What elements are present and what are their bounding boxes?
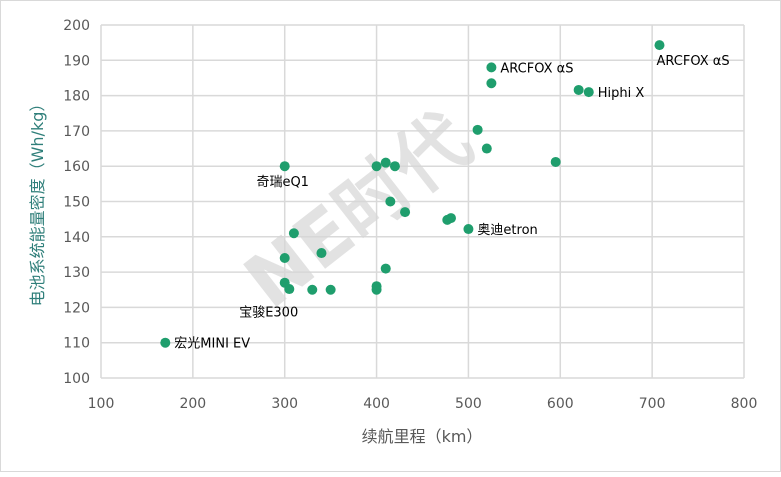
- data-point: [371, 284, 382, 295]
- x-tick-label: 300: [271, 396, 298, 412]
- data-points: [160, 40, 665, 348]
- data-point: [481, 143, 492, 154]
- data-point: [573, 84, 584, 95]
- data-labels: 宏光MINI EV 奇瑞eQ1 宝骏E300 奥迪etron ARCFOX αS Hiph…: [174, 54, 729, 352]
- data-label: 宝骏E300: [239, 306, 298, 321]
- y-tick-label: 180: [63, 89, 90, 105]
- y-tick-label: 160: [63, 159, 90, 175]
- data-point: [288, 228, 299, 239]
- x-tick-label: 100: [88, 396, 115, 412]
- data-point: [371, 161, 382, 172]
- y-tick-label: 140: [63, 230, 90, 246]
- data-label: Hiphi X: [598, 86, 645, 101]
- data-point: [654, 40, 665, 51]
- data-point: [284, 284, 295, 295]
- data-label: ARCFOX αS: [500, 61, 573, 76]
- y-tick-label: 120: [63, 300, 90, 316]
- x-tick-label: 800: [731, 396, 758, 412]
- y-axis-title: 电池系统能量密度（Wh/kg）: [28, 96, 47, 307]
- data-point: [385, 196, 396, 207]
- y-tick-label: 100: [63, 371, 90, 387]
- y-tick-label: 110: [63, 336, 90, 352]
- x-tick-label: 400: [363, 396, 390, 412]
- data-point: [486, 62, 497, 73]
- data-point: [550, 156, 561, 167]
- x-tick-label: 200: [179, 396, 206, 412]
- data-point: [160, 337, 171, 348]
- x-tick-label: 500: [455, 396, 482, 412]
- tick-labels: 100 200 300 400 500 600 700 800 100 110 120 130 140 1…: [63, 18, 757, 412]
- data-label: 奇瑞eQ1: [256, 174, 309, 190]
- x-tick-label: 700: [639, 396, 666, 412]
- data-point: [400, 207, 411, 218]
- gridlines: [100, 24, 745, 379]
- data-point: [325, 284, 336, 295]
- y-tick-label: 170: [63, 124, 90, 140]
- y-tick-label: 200: [63, 18, 90, 34]
- y-tick-label: 130: [63, 265, 90, 281]
- data-label: ARCFOX αS: [656, 54, 729, 69]
- data-point: [463, 224, 474, 235]
- data-point: [389, 161, 400, 172]
- data-label: 宏光MINI EV: [174, 337, 250, 352]
- x-tick-label: 600: [547, 396, 574, 412]
- y-tick-label: 190: [63, 53, 90, 69]
- data-point: [307, 284, 318, 295]
- data-point: [279, 161, 290, 172]
- y-tick-label: 150: [63, 195, 90, 211]
- data-label: 奥迪etron: [477, 223, 537, 238]
- data-point: [380, 263, 391, 274]
- data-point: [316, 248, 327, 259]
- data-point: [279, 252, 290, 263]
- data-point: [486, 78, 497, 89]
- data-point: [445, 213, 456, 224]
- data-point: [380, 157, 391, 168]
- data-point: [583, 87, 594, 98]
- data-point: [472, 124, 483, 135]
- x-axis-title: 续航里程（km）: [362, 427, 483, 446]
